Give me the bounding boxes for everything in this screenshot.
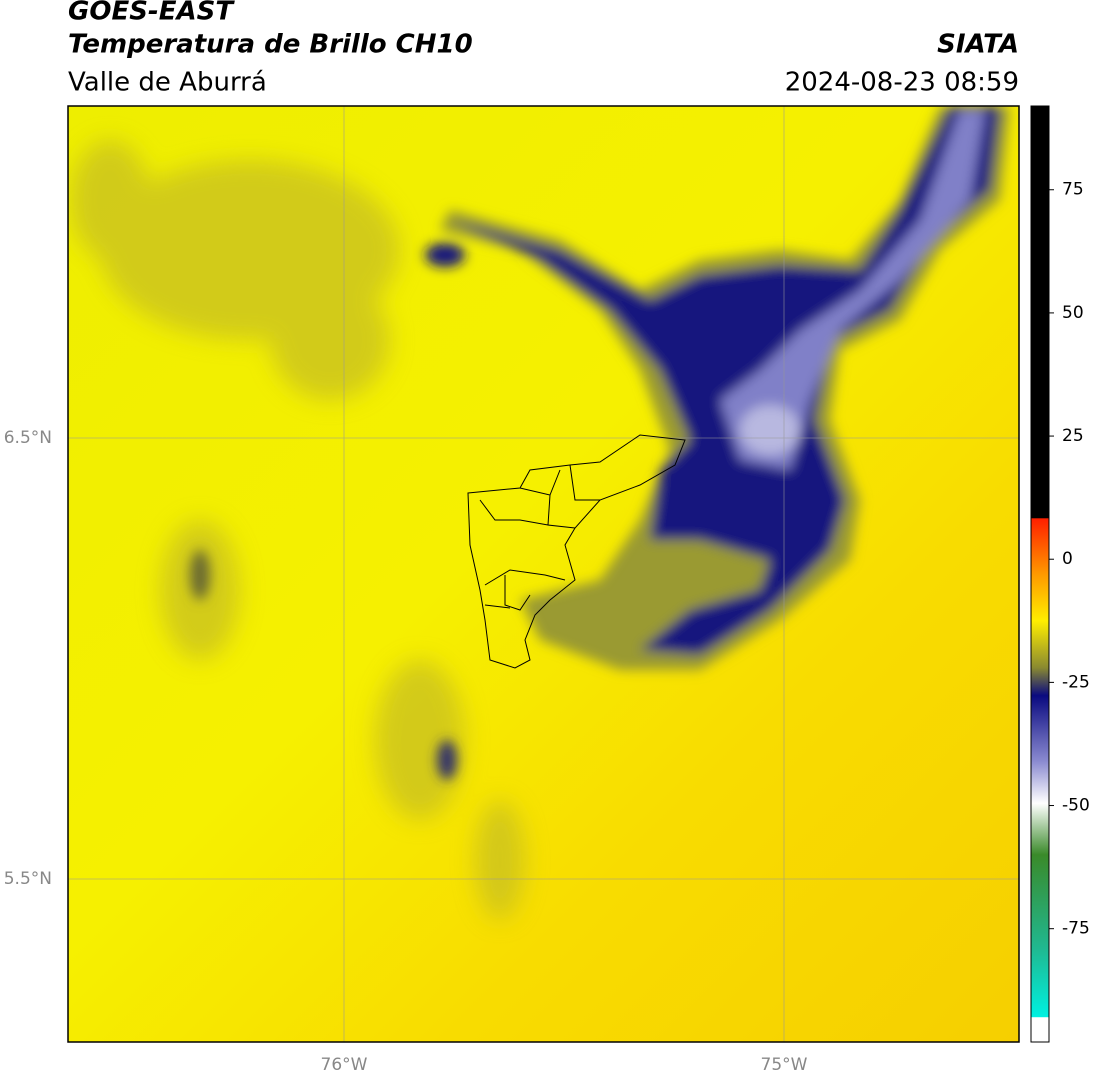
colorbar-tick-label: 75	[1062, 180, 1084, 200]
colorbar-tick-label: -75	[1062, 919, 1090, 939]
title: GOES-EAST	[68, 0, 235, 27]
colorbar	[1030, 105, 1050, 1043]
lon-label: 76°W	[321, 1055, 368, 1075]
colorbar-tick-label: -25	[1062, 672, 1090, 692]
source: SIATA	[937, 30, 1019, 60]
datetime: 2024-08-23 08:59	[785, 68, 1019, 98]
subtitle: Temperatura de Brillo CH10	[68, 30, 473, 60]
colorbar-tick-label: 0	[1062, 549, 1073, 569]
lon-label: 75°W	[761, 1055, 808, 1075]
colorbar-tick-label: -50	[1062, 796, 1090, 816]
map-frame	[67, 105, 1020, 1043]
satellite-image	[68, 106, 1019, 1042]
colorbar-tick-label: 50	[1062, 303, 1084, 323]
region: Valle de Aburrá	[68, 68, 267, 98]
municipal-boundaries	[467, 434, 686, 669]
colorbar-tick-label: 25	[1062, 426, 1084, 446]
lat-label: 5.5°N	[4, 869, 52, 889]
lat-label: 6.5°N	[4, 428, 52, 448]
